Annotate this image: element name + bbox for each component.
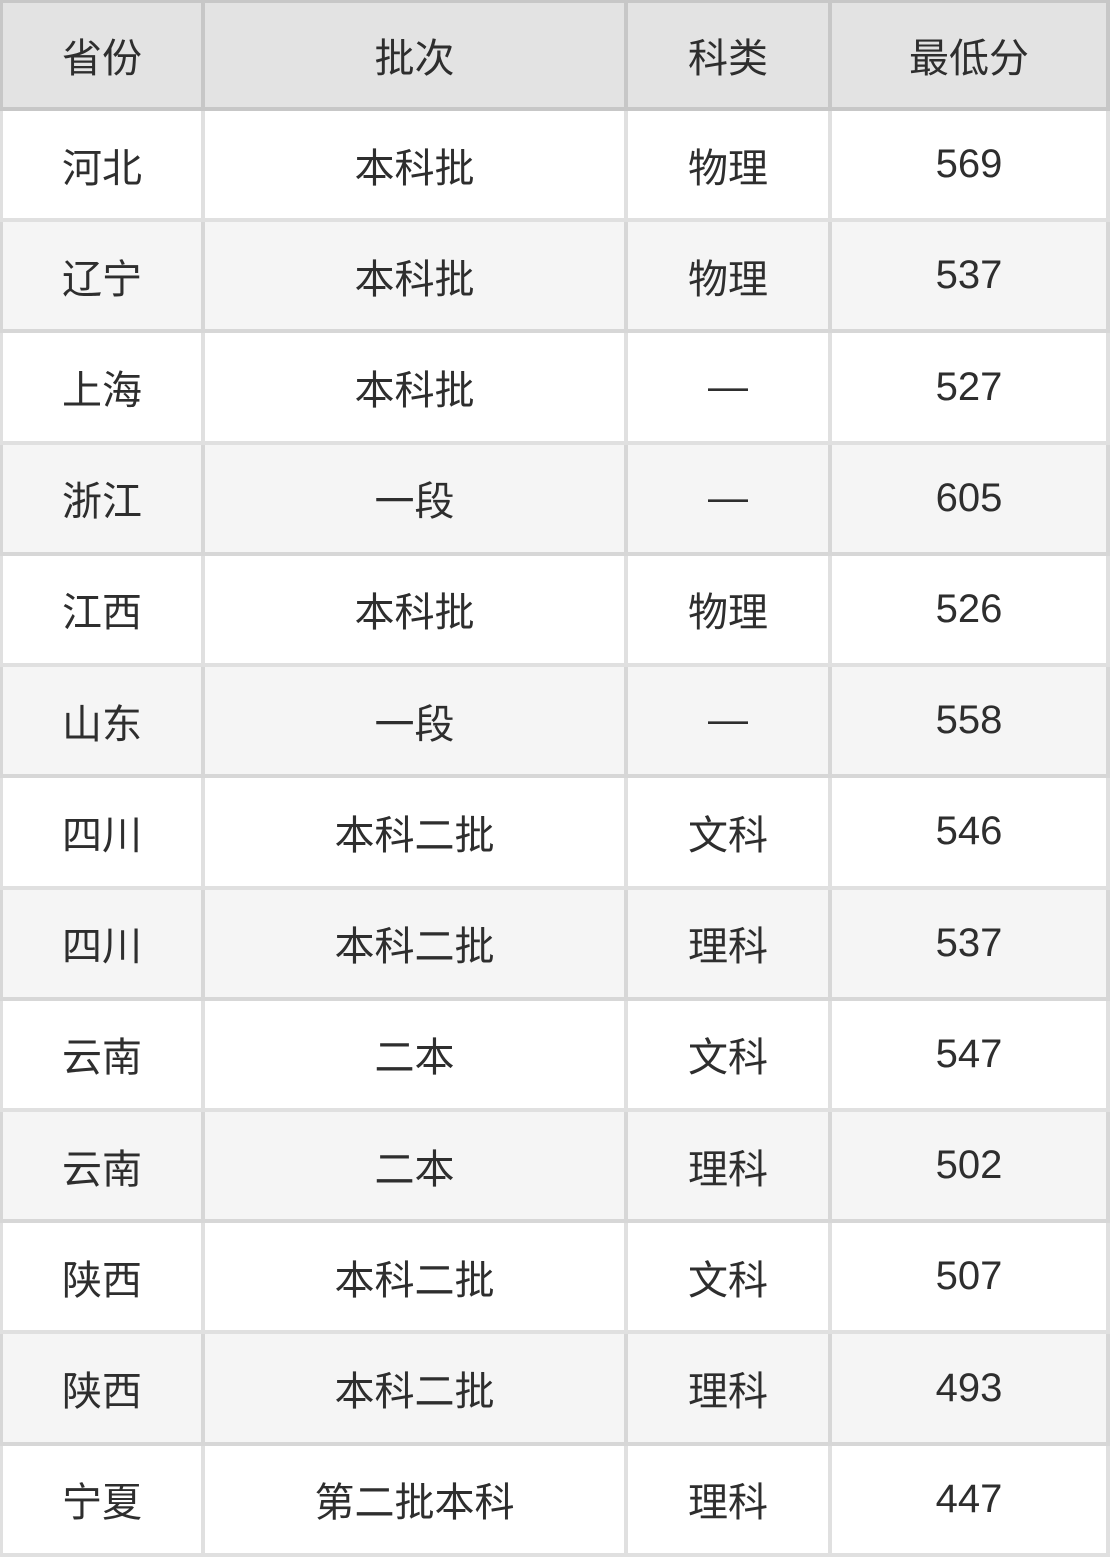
cell-batch: 本科批 (205, 333, 628, 445)
cell-province: 云南 (0, 1000, 205, 1112)
table-row: 河北 本科批 物理 569 (0, 111, 1110, 223)
cell-batch: 第二批本科 (205, 1445, 628, 1557)
cell-province: 宁夏 (0, 1445, 205, 1557)
table-body: 河北 本科批 物理 569 辽宁 本科批 物理 537 上海 本科批 —527 浙江 一段 —605 江西本… (0, 111, 1110, 1557)
table-row: 四川 本科二批 理科 537 (0, 889, 1110, 1001)
cell-min-score: 546 (832, 778, 1110, 890)
header-row: 省份 批次 科类 最低分 (0, 0, 1110, 111)
cell-min-score: 527 (832, 333, 1110, 445)
table-row: 宁夏 第二批本科 理科 447 (0, 1445, 1110, 1557)
column-header-min-score: 最低分 (832, 0, 1110, 111)
cell-province: 河北 (0, 111, 205, 223)
table-row: 云南 二本 文科 547 (0, 1000, 1110, 1112)
cell-category: 文科 (628, 778, 832, 890)
cell-province: 陕西 (0, 1223, 205, 1335)
cell-category: 物理 (628, 111, 832, 223)
cell-batch: 本科批 (205, 222, 628, 334)
cell-batch: 本科批 (205, 555, 628, 668)
cell-min-score: 537 (832, 889, 1110, 1001)
cell-min-score: 605 (832, 444, 1110, 556)
cell-category: 文科 (628, 1223, 832, 1335)
cell-min-score: 493 (832, 1334, 1110, 1446)
cell-min-score: 537 (832, 222, 1110, 334)
cell-category: — (628, 444, 832, 556)
table-row: 山东 一段 —558 (0, 667, 1110, 779)
cell-batch: 本科二批 (205, 889, 628, 1001)
table-row: 云南 二本 理科 502 (0, 1111, 1110, 1224)
table-row: 辽宁 本科批 物理 537 (0, 222, 1110, 334)
table-row: 江西 本科批 物理 526 (0, 555, 1110, 668)
cell-province: 上海 (0, 333, 205, 445)
cell-min-score: 547 (832, 1000, 1110, 1112)
cell-province: 江西 (0, 555, 205, 668)
cell-min-score: 507 (832, 1223, 1110, 1335)
cell-category: 文科 (628, 1000, 832, 1112)
cell-province: 四川 (0, 778, 205, 890)
table-row: 浙江 一段 —605 (0, 444, 1110, 556)
cell-batch: 本科二批 (205, 778, 628, 890)
table-row: 陕西 本科二批 理科 493 (0, 1334, 1110, 1446)
table-row: 四川 本科二批 文科 546 (0, 778, 1110, 890)
column-header-batch: 批次 (205, 0, 628, 111)
cell-category: 理科 (628, 1445, 832, 1557)
cell-province: 辽宁 (0, 222, 205, 334)
cell-min-score: 526 (832, 555, 1110, 668)
cell-min-score: 502 (832, 1111, 1110, 1224)
cell-min-score: 558 (832, 667, 1110, 779)
cell-batch: 本科二批 (205, 1334, 628, 1446)
cell-min-score: 447 (832, 1445, 1110, 1557)
cell-province: 陕西 (0, 1334, 205, 1446)
cell-category: 理科 (628, 1334, 832, 1446)
cell-category: 物理 (628, 222, 832, 334)
table-row: 上海 本科批 —527 (0, 333, 1110, 445)
cell-category: — (628, 333, 832, 445)
cell-category: 理科 (628, 889, 832, 1001)
cell-batch: 二本 (205, 1111, 628, 1224)
cell-province: 山东 (0, 667, 205, 779)
cell-min-score: 569 (832, 111, 1110, 223)
cell-batch: 本科二批 (205, 1223, 628, 1335)
cell-batch: 一段 (205, 667, 628, 779)
cell-category: — (628, 667, 832, 779)
cell-batch: 二本 (205, 1000, 628, 1112)
column-header-province: 省份 (0, 0, 205, 111)
cell-batch: 一段 (205, 444, 628, 556)
cell-province: 浙江 (0, 444, 205, 556)
cell-province: 云南 (0, 1111, 205, 1224)
cell-batch: 本科批 (205, 111, 628, 223)
cell-category: 理科 (628, 1111, 832, 1224)
column-header-category: 科类 (628, 0, 832, 111)
cell-province: 四川 (0, 889, 205, 1001)
table-row: 陕西 本科二批 文科 507 (0, 1223, 1110, 1335)
cell-category: 物理 (628, 555, 832, 668)
